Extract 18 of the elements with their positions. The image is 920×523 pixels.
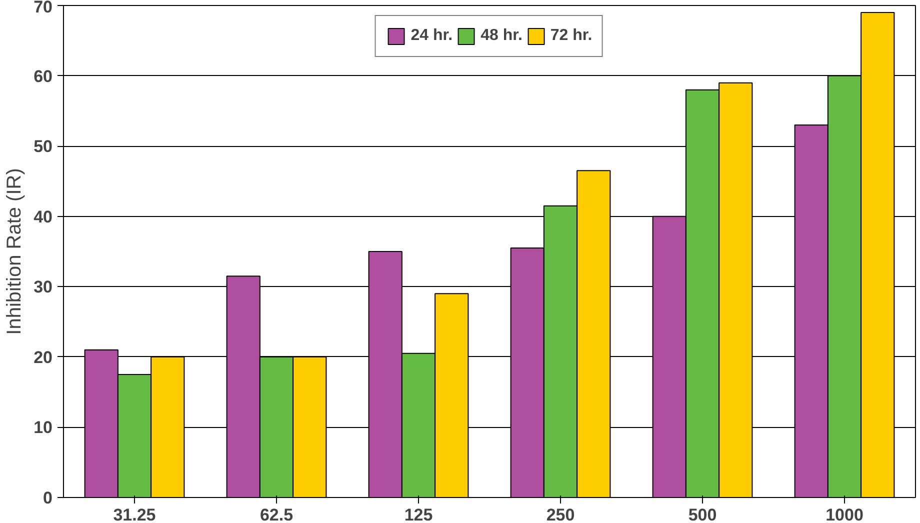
y-tick-label: 30 <box>34 278 53 297</box>
x-tick-label: 31.25 <box>113 506 156 523</box>
y-tick-label: 20 <box>34 348 53 367</box>
x-tick-label: 125 <box>404 506 433 523</box>
x-tick-label: 500 <box>688 506 717 523</box>
y-tick-label: 10 <box>34 418 53 438</box>
legend-label: 72 hr. <box>550 27 592 45</box>
x-tick-label: 62.5 <box>260 506 294 523</box>
y-tick-label: 40 <box>34 207 53 226</box>
legend-label: 24 hr. <box>410 27 453 45</box>
y-tick-label: 70 <box>34 0 53 16</box>
x-tick-label: 1000 <box>826 506 864 523</box>
y-axis-title: Inhibition Rate (IR) <box>4 168 26 335</box>
y-tick-label: 0 <box>43 488 53 508</box>
y-tick-label: 50 <box>34 137 53 156</box>
legend-label: 48 hr. <box>480 27 522 45</box>
x-tick-label: 250 <box>546 506 575 523</box>
y-tick-label: 60 <box>34 66 53 86</box>
